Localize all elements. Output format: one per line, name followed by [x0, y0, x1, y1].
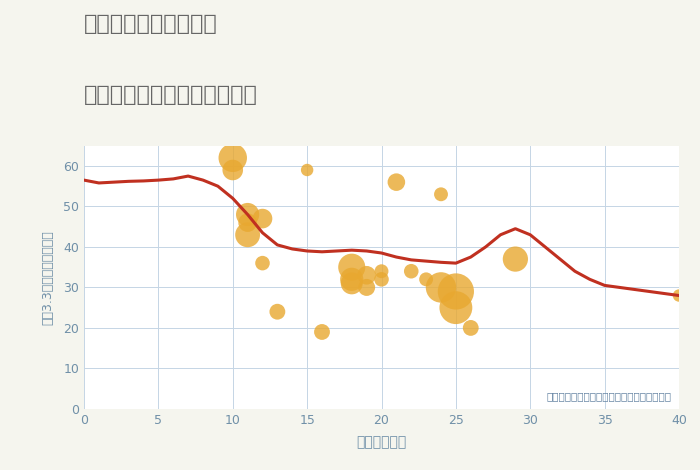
- Point: [361, 272, 372, 279]
- Point: [242, 231, 253, 239]
- Point: [302, 166, 313, 174]
- Point: [465, 324, 476, 332]
- Point: [346, 275, 357, 283]
- Point: [510, 255, 521, 263]
- Point: [376, 267, 387, 275]
- Point: [391, 179, 402, 186]
- Point: [421, 275, 432, 283]
- Text: 築年数別中古マンション価格: 築年数別中古マンション価格: [84, 85, 258, 105]
- Point: [257, 259, 268, 267]
- Point: [227, 154, 238, 162]
- Point: [227, 166, 238, 174]
- Point: [376, 275, 387, 283]
- Point: [346, 280, 357, 287]
- Point: [346, 263, 357, 271]
- Text: 大阪府貝塚市二色南町: 大阪府貝塚市二色南町: [84, 14, 218, 34]
- Point: [450, 304, 461, 312]
- Point: [257, 215, 268, 222]
- Point: [673, 292, 685, 299]
- X-axis label: 築年数（年）: 築年数（年）: [356, 435, 407, 449]
- Point: [316, 328, 328, 336]
- Point: [272, 308, 283, 315]
- Point: [435, 284, 447, 291]
- Point: [450, 288, 461, 295]
- Point: [435, 190, 447, 198]
- Y-axis label: 平（3.3㎡）単価（万円）: 平（3.3㎡）単価（万円）: [42, 230, 55, 325]
- Point: [242, 211, 253, 218]
- Point: [406, 267, 417, 275]
- Point: [361, 284, 372, 291]
- Text: 円の大きさは、取引のあった物件面積を示す: 円の大きさは、取引のあった物件面積を示す: [547, 391, 671, 401]
- Point: [242, 219, 253, 227]
